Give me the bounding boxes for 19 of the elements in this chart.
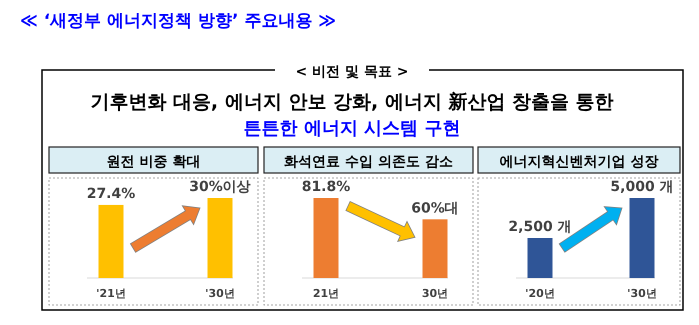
text: ≪ ‘새정부 에너지정책 방향’ 주요내용 ≫	[20, 11, 336, 31]
data-label: 60%대	[411, 200, 459, 216]
text: 기후변화 대응, 에너지 안보 강화, 에너지 新산업 창출을 통한	[90, 91, 614, 113]
data-label: 81.8%	[302, 179, 350, 195]
x-tick-label: '30년	[205, 287, 235, 300]
x-tick-label: '21년	[96, 287, 126, 300]
text: 튼튼한 에너지 시스템 구현	[244, 118, 460, 139]
x-tick-label: '20년	[525, 287, 555, 300]
x-tick-label: '30년	[627, 287, 657, 300]
x-tick-label: 30년	[422, 287, 448, 300]
data-label: 27.4%	[86, 186, 136, 202]
chart-title: 화석연료 수입 의존도 감소	[284, 154, 453, 170]
data-label: 30%이상	[189, 179, 251, 195]
chart-title: 에너지혁신벤처기업 성장	[500, 154, 658, 170]
chart-title: 원전 비중 확대	[106, 154, 200, 170]
data-label: 5,000 개	[610, 179, 674, 195]
x-tick-label: 21년	[312, 287, 340, 300]
text: < 비전 및 목표 >	[296, 64, 408, 80]
data-label: 2,500 개	[508, 219, 572, 235]
